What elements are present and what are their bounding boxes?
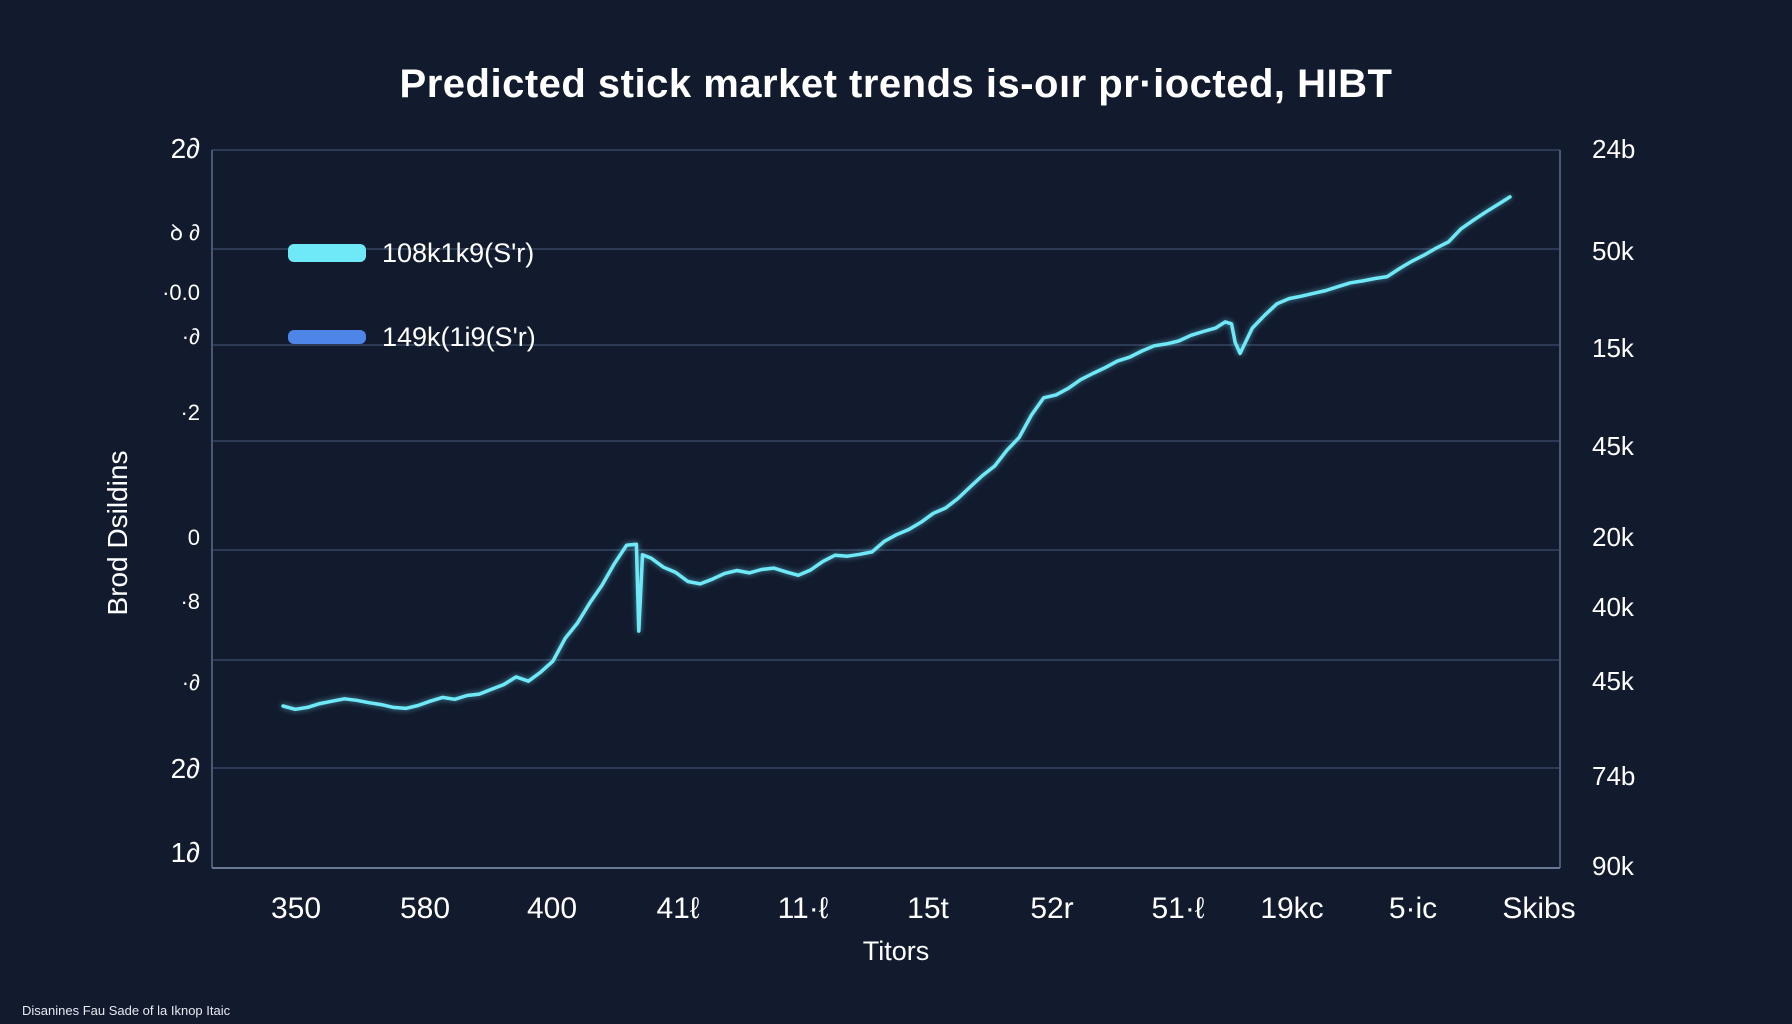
y-left-tick-label-3: ·0.0	[162, 280, 200, 305]
tick-labels: 2∂ ꝺ ∂ ·0.0 ·∂ ·2 0 ·8 ·∂ 2∂ 1∂ 24b 50k 15k 45k 20k 40k…	[162, 133, 1635, 925]
x-axis-label: Titors	[862, 936, 930, 966]
y-left-tick-label-4: ·∂	[182, 324, 200, 349]
grid	[212, 149, 1560, 769]
x-tick-label-10: 5·ic	[1389, 892, 1437, 925]
legend-label-1: 108k1k9(S'r)	[382, 237, 535, 268]
y-left-tick-label-7: ·8	[180, 589, 200, 614]
y-right-tick-label-3: 15k	[1592, 333, 1635, 363]
y-left-tick-label-2: ꝺ ∂	[170, 220, 200, 245]
series-line-1	[281, 195, 1512, 712]
series-layer	[281, 195, 1512, 712]
y-axis-label: Brod Dsildins	[102, 450, 133, 616]
y-right-tick-label-1: 24b	[1592, 134, 1635, 164]
x-tick-label-8: 51·ℓ	[1151, 892, 1204, 925]
x-tick-label-3: 400	[527, 892, 577, 925]
legend-item-1: 108k1k9(S'r)	[288, 238, 534, 268]
y-right-tick-label-7: 45k	[1592, 666, 1635, 696]
y-right-tick-label-8: 74b	[1592, 761, 1635, 791]
y-left-tick-label-8: ·∂	[182, 670, 200, 695]
footnote: Disanines Fau Sade of la Iknop Itaic	[22, 1003, 231, 1018]
x-tick-label-7: 52r	[1030, 892, 1073, 925]
chart-title: Predicted stick market trends is-oır pr·…	[399, 62, 1393, 106]
y-left-tick-label-1: 2∂	[171, 133, 201, 164]
y-right-tick-label-2: 50k	[1592, 236, 1635, 266]
y-right-tick-label-6: 40k	[1592, 592, 1635, 622]
x-tick-label-11: Skibs	[1502, 892, 1575, 925]
y-right-tick-label-9: 90k	[1592, 851, 1635, 881]
y-left-tick-label-9: 2∂	[171, 753, 201, 784]
x-tick-label-9: 19kc	[1260, 892, 1323, 925]
y-left-tick-label-5: ·2	[180, 400, 200, 425]
x-tick-label-2: 580	[400, 892, 450, 925]
x-tick-label-5: 11·ℓ	[778, 892, 829, 925]
x-tick-label-4: 41ℓ	[656, 892, 699, 925]
y-right-tick-label-4: 45k	[1592, 431, 1635, 461]
y-left-tick-label-6: 0	[188, 525, 200, 550]
x-tick-label-1: 350	[271, 892, 321, 925]
axes	[211, 150, 1561, 869]
legend-item-2: 149k(1i9(S'r)	[288, 322, 536, 352]
y-right-tick-label-5: 20k	[1592, 522, 1635, 552]
y-left-tick-label-10: 1∂	[171, 837, 201, 868]
x-tick-label-6: 15t	[907, 892, 949, 925]
legend-label-2: 149k(1i9(S'r)	[382, 321, 536, 352]
legend-swatch-2	[288, 330, 366, 344]
legend-swatch-1	[288, 244, 366, 262]
